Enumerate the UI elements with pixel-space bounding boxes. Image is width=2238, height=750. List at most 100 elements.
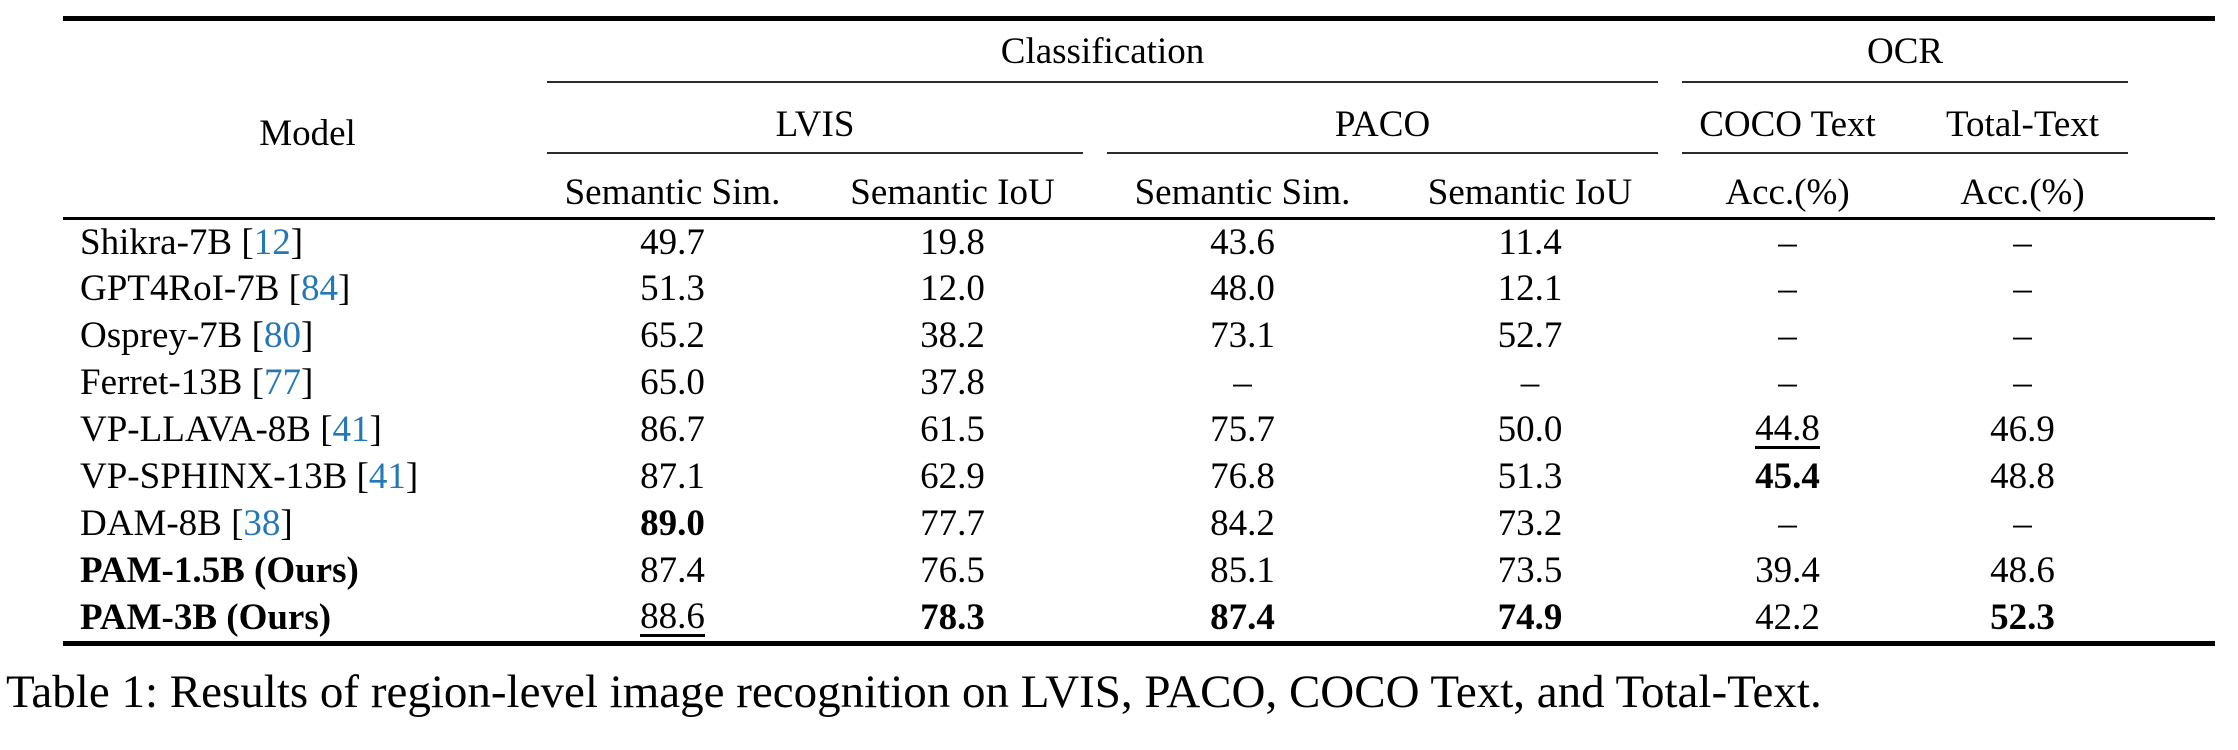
metric-value: 48.0 [1210,268,1275,309]
metric-value: 48.6 [1990,550,2055,591]
metric-value: – [1520,362,1540,403]
metric-value: 19.8 [920,221,985,263]
metric-value: – [2013,503,2032,544]
column-group-paco: PACO [1334,104,1431,145]
metric-value: 39.4 [1755,550,1820,591]
metric-value: 42.2 [1755,597,1820,638]
metric-value: 51.3 [640,268,705,309]
metric-value: – [2013,362,2032,403]
metric-value: 50.0 [1497,409,1563,450]
column-header-model: Model [63,21,535,220]
spacer-cell [2140,218,2215,265]
column-header-total-acc: Acc.(%) [1905,168,2141,220]
metric-value: 46.9 [1990,409,2055,450]
table-row: VP-LLAVA-8B [41] 86.7 61.5 75.7 50.0 44.8 46.9 [63,406,2215,453]
metric-value: – [2013,315,2032,356]
column-group-lvis: LVIS [775,104,855,145]
metric-value: 62.9 [920,456,985,497]
metric-value: 52.3 [1990,597,2055,638]
table-row: PAM-1.5B (Ours) 87.4 76.5 85.1 73.5 39.4 48.6 [63,547,2215,594]
metric-value: 12.1 [1497,268,1563,309]
metric-value: 43.6 [1210,221,1275,263]
metric-value: – [1778,315,1797,356]
citation-link[interactable]: [41] [310,409,382,450]
table-caption: Table 1: Results of region-level image r… [6,666,1822,718]
metric-value: 38.2 [920,315,985,356]
model-name: DAM-8B [38] [80,503,293,544]
metric-value: 51.3 [1497,456,1563,497]
spacer-cell [2140,97,2215,152]
model-name: GPT4RoI-7B [84] [80,268,351,309]
metric-value: 37.8 [920,362,985,403]
metric-value: 74.9 [1497,597,1563,638]
table-body: Shikra-7B [12] 49.7 19.8 43.6 11.4– – GPT4RoI-… [63,218,2215,641]
table-row: GPT4RoI-7B [84] 51.3 12.0 48.0 12.1 – – [63,265,2215,312]
metric-value: 73.2 [1497,503,1563,544]
column-header-total-text: Total-Text [1946,104,2100,145]
metric-value: 75.7 [1210,409,1275,450]
metric-value: 76.8 [1210,456,1275,497]
metric-value: 48.8 [1990,456,2055,497]
spacer-cell [2140,547,2215,594]
citation-link[interactable]: [12] [232,221,304,263]
column-header-coco-text: COCO Text [1699,104,1876,145]
citation-link[interactable]: [84] [279,268,351,309]
metric-value: – [1778,221,1797,263]
model-name: Osprey-7B [80] [80,315,314,356]
metric-value: 87.1 [640,456,705,497]
rule-under-lvis [547,152,1083,154]
metric-value: 44.8 [1755,407,1820,450]
spacer-cell [2140,152,2215,168]
metric-value: 73.5 [1497,550,1563,591]
column-header-paco-semantic-iou: Semantic IoU [1390,168,1671,220]
model-name: PAM-1.5B (Ours) [80,550,359,591]
model-name: Shikra-7B [12] [80,221,304,263]
spacer-cell [2140,500,2215,547]
column-group-ocr: OCR [1867,30,1944,72]
spacer-cell [2140,406,2215,453]
metric-value: 73.1 [1210,315,1275,356]
model-name: VP-LLAVA-8B [41] [80,409,382,450]
metric-value: 61.5 [920,409,985,450]
table-row: PAM-3B (Ours) 88.6 78.3 87.4 74.9 42.2 52.3 [63,594,2215,641]
spacer-cell [2140,21,2215,81]
table-row: Osprey-7B [80] 65.2 38.2 73.1 52.7 – – [63,312,2215,359]
spacer-cell [2140,594,2215,641]
metric-value: 87.4 [1210,597,1275,638]
metric-value: 76.5 [920,550,985,591]
citation-link[interactable]: [41] [347,456,419,497]
metric-value: 87.4 [640,550,705,591]
rule-under-paco [1107,152,1659,154]
column-header-paco-semantic-sim: Semantic Sim. [1095,168,1390,220]
metric-value: 85.1 [1210,550,1275,591]
metric-value: – [1778,503,1797,544]
metric-value: 11.4 [1498,221,1562,263]
metric-value: 86.7 [640,409,705,450]
metric-value: 78.3 [920,597,985,638]
column-header-lvis-semantic-iou: Semantic IoU [810,168,1095,220]
metric-value: – [1778,268,1797,309]
spacer-cell [2140,312,2215,359]
metric-value: 65.0 [640,362,705,403]
citation-link[interactable]: [80] [242,315,314,356]
spacer-cell [2140,81,2215,97]
metric-value: – [2013,221,2032,263]
metric-value: 49.7 [640,221,705,263]
rule-under-ocr-datasets [1682,152,2129,154]
metric-value: – [1778,362,1797,403]
metric-value: 12.0 [920,268,985,309]
column-header-lvis-semantic-sim: Semantic Sim. [535,168,810,220]
metric-value: – [1233,362,1252,403]
column-header-coco-acc: Acc.(%) [1670,168,1906,220]
spacer-cell [2140,453,2215,500]
model-name: VP-SPHINX-13B [41] [80,456,419,497]
rule-under-ocr [1682,81,2129,83]
spacer-cell [2140,265,2215,312]
table-row: Shikra-7B [12] 49.7 19.8 43.6 11.4 – – [63,218,2215,265]
metric-value: 45.4 [1755,456,1820,497]
metric-value: – [2013,268,2032,309]
table-row: DAM-8B [38] 89.0 77.7 84.2 73.2 – – [63,500,2215,547]
column-group-classification: Classification [1000,30,1205,72]
citation-link[interactable]: [77] [242,362,314,403]
citation-link[interactable]: [38] [221,503,293,544]
